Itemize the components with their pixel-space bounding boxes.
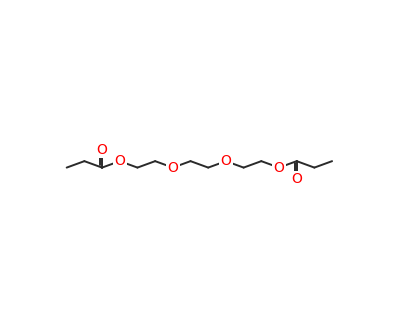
Text: O: O	[97, 143, 107, 157]
Text: O: O	[291, 172, 302, 186]
Text: O: O	[273, 161, 285, 175]
Text: O: O	[114, 154, 125, 168]
Text: O: O	[167, 161, 178, 175]
Text: O: O	[221, 154, 231, 168]
